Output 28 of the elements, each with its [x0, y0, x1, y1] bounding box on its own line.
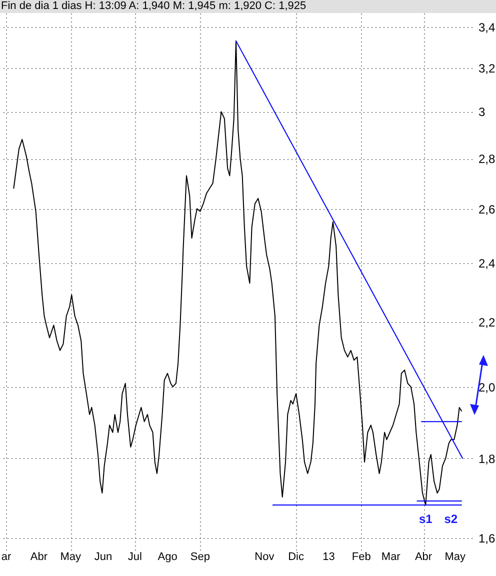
x-tick-label: Jun [94, 551, 112, 563]
x-tick-label: Abr [414, 551, 432, 563]
annotation: s1 [418, 512, 433, 526]
x-tick-label: Jul [128, 551, 142, 563]
chart-title: Fin de dia 1 dias H: 13:09 A: 1,940 M: 1,945 m: 1,920 C: 1,925 [0, 0, 496, 13]
y-tick-label: 1,8 [478, 452, 496, 466]
y-tick-label: 2,4 [478, 256, 496, 271]
x-tick-label: Dic [288, 551, 304, 563]
y-tick-label: 2,0 [478, 380, 496, 394]
x-tick-label: Ago [158, 551, 178, 563]
x-tick-label: May [444, 551, 466, 563]
line-series [13, 40, 462, 506]
x-tick-label: Mar [381, 551, 401, 563]
x-tick-label: ar [1, 551, 12, 563]
x-tick-label: May [60, 551, 82, 563]
y-tick-label: 2,6 [478, 202, 496, 216]
x-tick-label: Feb [352, 551, 371, 563]
y-tick-label: 2,8 [478, 152, 496, 166]
y-tick-label: 3 [478, 105, 486, 120]
x-tick-label: 13 [322, 551, 335, 563]
y-tick-label: 3,2 [478, 61, 496, 76]
annotation: s2 [444, 512, 458, 526]
x-tick-label: Nov [254, 551, 275, 563]
y-tick-label: 2,2 [478, 316, 496, 330]
x-tick-label: Abr [30, 551, 48, 563]
x-tick-label: Sep [190, 551, 210, 563]
y-tick-label: 1,6 [478, 532, 496, 546]
y-tick-label: 3,4 [478, 20, 496, 34]
